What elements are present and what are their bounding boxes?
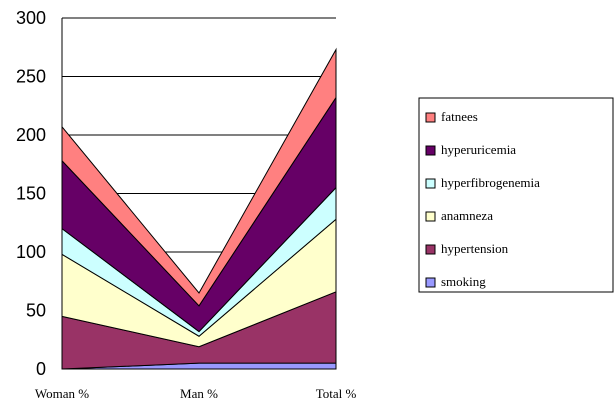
axes — [61, 18, 336, 370]
y-tick-label-150: 150 — [16, 184, 46, 204]
x-tick-label-1: Woman % — [35, 386, 89, 401]
legend-swatch-anamneza — [425, 211, 436, 222]
y-tick-label-200: 200 — [16, 125, 46, 145]
y-tick-label-100: 100 — [16, 242, 46, 262]
legend-box — [418, 97, 614, 293]
legend-label-smoking: smoking — [441, 274, 486, 289]
x-tick-label-3: Total % — [316, 386, 357, 401]
y-tick-label-300: 300 — [16, 8, 46, 28]
y-tick-label-250: 250 — [16, 67, 46, 87]
y-tick-label-50: 50 — [26, 301, 46, 321]
legend-swatch-hypertension — [425, 244, 436, 255]
legend-swatch-fatnees — [425, 112, 436, 123]
legend-label-hyperfibrogenemia: hyperfibrogenemia — [441, 175, 540, 190]
legend-label-hyperuricemia: hyperuricemia — [441, 142, 516, 157]
legend-swatch-hyperuricemia — [425, 145, 436, 156]
x-tick-labels: Woman % Man % Total % — [35, 386, 357, 401]
y-tick-labels: 0 50 100 150 200 250 300 — [16, 8, 46, 379]
legend-swatch-smoking — [425, 277, 436, 288]
y-tick-label-0: 0 — [36, 359, 46, 379]
legend-label-fatnees: fatnees — [441, 109, 478, 124]
legend-label-hypertension: hypertension — [441, 241, 509, 256]
legend-swatch-hyperfibrogenemia — [425, 178, 436, 189]
legend: fatnees hyperuricemia hyperfibrogenemia ana… — [418, 97, 614, 293]
area-series-group — [61, 47, 337, 370]
legend-label-anamneza: anamneza — [441, 208, 493, 223]
x-tick-label-2: Man % — [180, 386, 218, 401]
